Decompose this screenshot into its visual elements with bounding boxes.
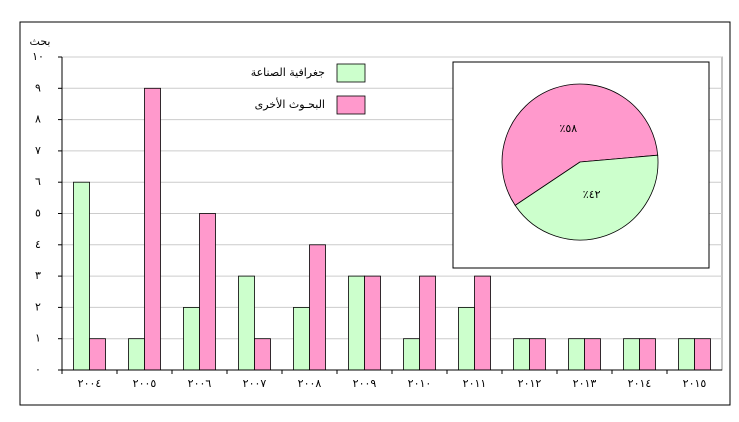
x-tick-label: ٢٠٠٨ — [298, 377, 322, 390]
pie-label: ٪٥٨ — [559, 122, 577, 135]
pie-slice — [501, 83, 659, 206]
y-tick-label: ٩ — [35, 81, 41, 94]
legend-label: البحـوث الأخرى — [255, 97, 325, 111]
bar — [254, 338, 271, 371]
bar — [128, 338, 145, 371]
x-tick-label: ٢٠١١ — [463, 377, 487, 390]
bar — [238, 275, 255, 371]
pie-label: ٪٤٢ — [583, 188, 601, 201]
bar — [309, 244, 326, 371]
x-tick-label: ٢٠٠٧ — [243, 377, 267, 390]
bar — [419, 275, 436, 371]
legend-label: جغرافية الصناعة — [251, 66, 325, 79]
bar — [639, 338, 656, 371]
y-tick-label: ١ — [35, 332, 41, 345]
y-tick-label: ٧ — [35, 144, 41, 157]
y-tick-label: ٨ — [35, 113, 41, 126]
bar — [513, 338, 530, 371]
bar — [694, 338, 711, 371]
x-tick-label: ٢٠٠٦ — [188, 377, 212, 390]
bar — [364, 275, 381, 371]
y-tick-label: ٦ — [35, 175, 41, 188]
y-tick-label: ٠ — [35, 363, 41, 376]
bar — [568, 338, 585, 371]
x-tick-label: ٢٠١٤ — [628, 377, 652, 390]
x-tick-label: ٢٠١٥ — [683, 377, 707, 390]
x-tick-label: ٢٠١٣ — [573, 377, 597, 390]
bar — [623, 338, 640, 371]
y-tick-label: ٤ — [35, 238, 41, 251]
bar — [89, 338, 106, 371]
bar — [144, 87, 161, 371]
bar — [293, 306, 310, 371]
bar — [183, 306, 200, 371]
bar — [458, 306, 475, 371]
y-tick-label: ١٠ — [32, 50, 44, 63]
y-axis-label: بحث — [30, 35, 51, 48]
x-tick-label: ٢٠٠٤ — [78, 377, 102, 390]
bar — [403, 338, 420, 371]
x-tick-label: ٢٠١٢ — [518, 377, 542, 390]
pie-slice — [514, 154, 659, 241]
y-tick-label: ٣ — [35, 269, 41, 282]
bar — [529, 338, 546, 371]
bar — [474, 275, 491, 371]
x-tick-label: ٢٠٠٥ — [133, 377, 157, 390]
bar — [348, 275, 365, 371]
y-tick-label: ٢ — [35, 300, 41, 313]
x-tick-label: ٢٠٠٩ — [353, 377, 377, 390]
x-tick-label: ٢٠١٠ — [408, 377, 432, 390]
bar — [678, 338, 695, 371]
legend-swatch — [336, 95, 366, 115]
bar — [199, 213, 216, 371]
bar — [73, 181, 90, 371]
y-tick-label: ٥ — [35, 207, 41, 220]
bar — [584, 338, 601, 371]
legend-swatch — [336, 63, 366, 83]
